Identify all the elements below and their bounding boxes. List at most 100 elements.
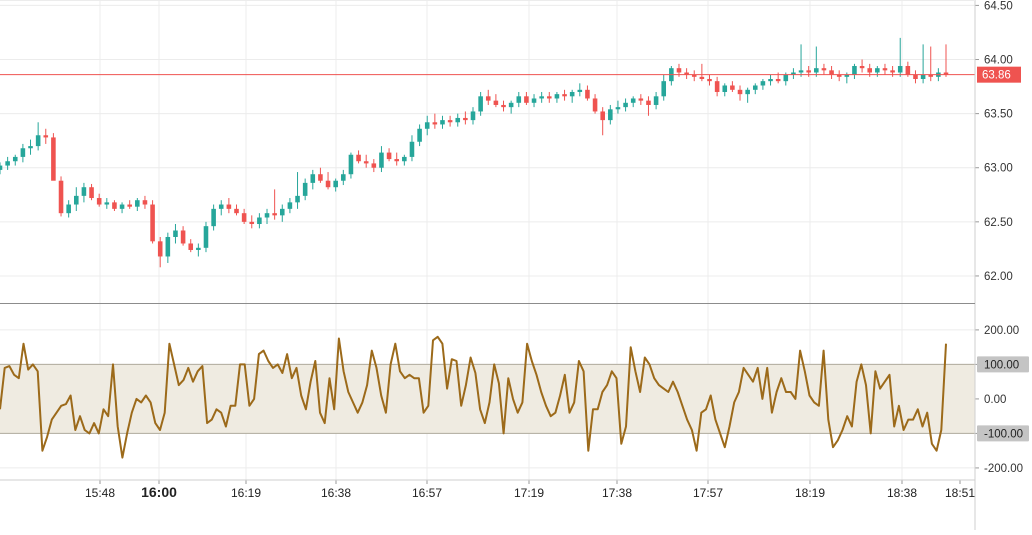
- candle-body: [463, 117, 468, 121]
- candle-body: [89, 187, 94, 199]
- candles-layer: [0, 37, 949, 268]
- candle-body: [600, 111, 605, 121]
- x-tick-label: 16:00: [141, 484, 177, 500]
- x-tick-label: 15:48: [85, 486, 115, 500]
- candle-body: [234, 208, 239, 214]
- candle-body: [447, 120, 453, 123]
- candle-body: [135, 200, 140, 207]
- candle-body: [638, 98, 644, 101]
- candle-body: [35, 135, 41, 147]
- candle-body: [409, 141, 415, 157]
- band-label: -100.00: [984, 428, 1023, 440]
- candle-body: [714, 81, 720, 92]
- x-tick-label: 18:38: [887, 486, 917, 500]
- x-tick-label: 17:19: [514, 486, 544, 500]
- x-tick-label: 16:38: [321, 486, 351, 500]
- y-tick-label: 62.00: [984, 271, 1013, 283]
- candle-body: [0, 165, 3, 170]
- candle-body: [829, 70, 834, 75]
- candle-body: [775, 78, 781, 82]
- y-tick-label: 64.50: [984, 0, 1013, 12]
- candle-body: [691, 74, 697, 77]
- candle-body: [173, 230, 178, 237]
- candle-body: [524, 96, 529, 103]
- candle-body: [341, 174, 346, 181]
- candle-body: [325, 180, 331, 188]
- candle-body: [74, 195, 79, 205]
- candle-body: [646, 100, 651, 105]
- candle-body: [371, 163, 377, 168]
- y-tick-label: 0.00: [984, 394, 1006, 406]
- candle-body: [51, 137, 56, 181]
- candle-body: [356, 154, 361, 162]
- candle-body: [943, 72, 949, 75]
- candle-body: [783, 74, 789, 82]
- candle-body: [661, 81, 667, 97]
- labels-layer: 15:48 16:00 16:19 16:38 16:57 17:19 17:38 17:57…: [85, 0, 1029, 500]
- candle-body: [180, 230, 186, 244]
- candle-body: [211, 208, 216, 227]
- candle-body: [424, 122, 430, 129]
- candle-body: [806, 70, 811, 73]
- candle-body: [478, 96, 483, 112]
- candle-body: [928, 74, 934, 77]
- candle-body: [272, 213, 277, 216]
- candle-body: [615, 107, 621, 110]
- candle-body: [66, 204, 71, 214]
- candle-body: [28, 146, 33, 149]
- candle-body: [508, 102, 514, 108]
- candle-body: [12, 156, 18, 162]
- candle-body: [920, 74, 926, 79]
- candle-body: [104, 202, 110, 205]
- candle-body: [882, 68, 888, 71]
- axes-layer: [0, 0, 979, 530]
- candle-body: [112, 202, 117, 209]
- candle-body: [257, 217, 262, 225]
- candle-body: [798, 70, 804, 73]
- x-tick-label: 17:38: [602, 486, 632, 500]
- candle-body: [363, 161, 369, 164]
- candle-body: [745, 89, 750, 95]
- candle-body: [295, 195, 300, 203]
- candle-body: [653, 96, 659, 105]
- candle-body: [554, 94, 560, 99]
- candle-body: [394, 159, 399, 162]
- last-price-box: [977, 66, 1021, 83]
- candle-body: [470, 111, 476, 121]
- candle-body: [768, 78, 773, 82]
- candle-body: [127, 204, 132, 207]
- candle-body: [455, 117, 461, 123]
- candle-body: [821, 68, 827, 71]
- candle-body: [516, 96, 522, 103]
- last-price-label: 63.86: [982, 70, 1011, 82]
- candle-body: [333, 180, 338, 188]
- candle-body: [676, 68, 682, 73]
- candle-body: [279, 208, 285, 216]
- band-label-box: [977, 425, 1029, 442]
- candle-body: [310, 174, 316, 183]
- candle-body: [440, 120, 445, 125]
- candle-body: [890, 70, 895, 73]
- candle-body: [791, 72, 796, 75]
- candle-body: [844, 74, 850, 77]
- x-tick-label: 16:19: [231, 486, 261, 500]
- x-tick-label: 17:57: [693, 486, 723, 500]
- candle-body: [402, 156, 407, 162]
- candle-body: [630, 98, 636, 103]
- y-tick-label: 62.50: [984, 217, 1013, 229]
- candle-body: [684, 72, 689, 75]
- candle-body: [730, 85, 735, 90]
- candle-body: [302, 182, 308, 196]
- candle-body: [905, 66, 911, 75]
- candle-body: [432, 122, 438, 125]
- candle-body: [165, 236, 171, 257]
- band-label-box: [977, 356, 1029, 373]
- cci-line: [0, 335, 947, 459]
- candle-body: [501, 104, 506, 108]
- candle-body: [814, 68, 819, 73]
- candle-body: [699, 76, 705, 79]
- candle-body: [623, 102, 628, 108]
- candle-body: [562, 94, 567, 97]
